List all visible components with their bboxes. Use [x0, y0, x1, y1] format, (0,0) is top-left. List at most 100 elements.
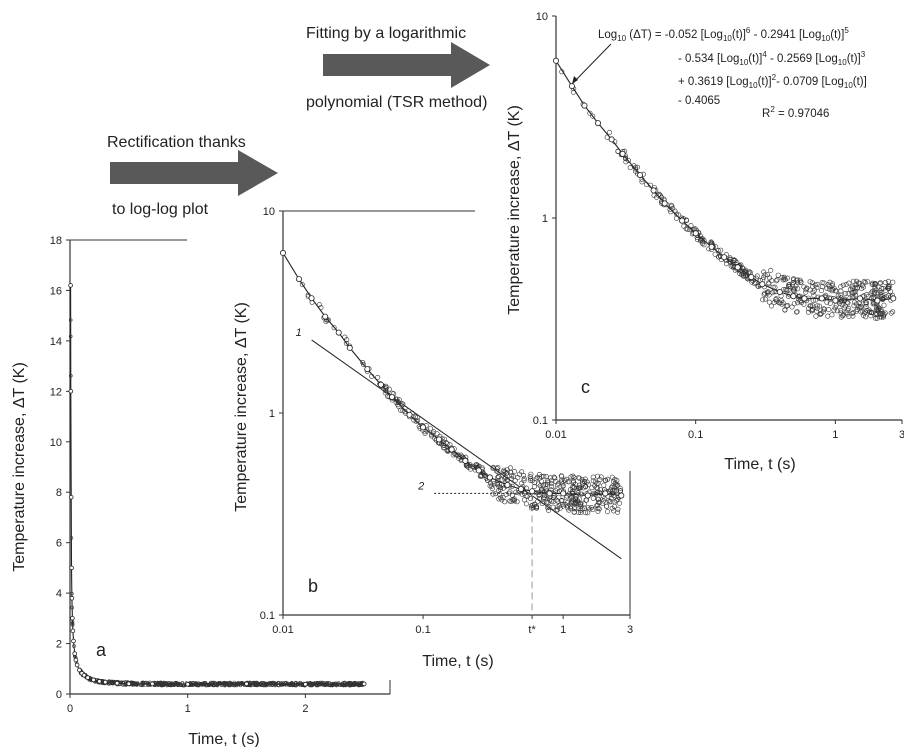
panel-c-sample-point — [838, 288, 844, 294]
panel-a-sample-point — [291, 682, 295, 686]
panel-a-sample-point — [69, 373, 73, 378]
panel-a-sample-point — [159, 683, 164, 688]
panel-a-sample-point — [358, 681, 362, 686]
panel-a-data-point — [72, 651, 77, 656]
panel-b-sample-point — [490, 478, 496, 484]
panel-b-sample-point — [579, 506, 585, 512]
panel-b-sample-point — [397, 407, 403, 413]
panel-c-sample-point — [803, 289, 809, 295]
panel-b-sample-point — [595, 499, 601, 505]
panel-a-sample-point — [189, 681, 194, 685]
panel-c-sample-point — [814, 303, 820, 309]
panel-c-sample-point — [881, 313, 887, 319]
panel-c-sample-point — [807, 279, 813, 285]
panel-c-sample-point — [858, 303, 864, 309]
panel-c-sample-point — [604, 134, 610, 140]
panel-c-sample-point — [813, 297, 819, 303]
panel-b-sample-point — [507, 489, 513, 495]
panel-b-data-point — [546, 490, 553, 497]
panel-a-sample-point — [111, 679, 116, 684]
panel-b-sample-point — [579, 491, 585, 497]
panel-a-sample-point — [134, 682, 138, 687]
panel-b-data-point — [364, 366, 371, 373]
r-squared: R2 = 0.97046 — [762, 105, 829, 120]
panel-c-sample-point — [773, 278, 779, 284]
panel-c-sample-point — [842, 290, 848, 296]
panel-c-sample-point — [825, 313, 831, 319]
panel-b-sample-point — [575, 490, 581, 496]
panel-b-sample-point — [566, 491, 572, 497]
panel-b-sample-point — [536, 492, 542, 498]
panel-b-sample-point — [325, 317, 331, 323]
panel-b-sample-point — [531, 484, 537, 490]
panel-c-sample-point — [852, 285, 858, 291]
equation-line-2: - 0.534 [Log10(t)]4 - 0.2569 [Log10(t)]3 — [678, 50, 866, 67]
panel-c-sample-point — [731, 257, 737, 263]
panel-c-sample-point — [687, 227, 693, 233]
panel-c-data-point — [832, 297, 839, 304]
panel-c-sample-point — [869, 281, 875, 287]
panel-b-sample-point — [536, 495, 542, 501]
panel-c-sample-point — [809, 283, 815, 289]
panel-b-sample-point — [557, 505, 563, 511]
panel-c-sample-point — [712, 251, 718, 257]
panel-c-sample-point — [842, 303, 848, 309]
panel-c-sample-point — [701, 242, 707, 248]
panel-b-sample-point — [412, 414, 418, 420]
panel-c-sample-point — [785, 302, 791, 308]
panel-c-sample-point — [633, 169, 639, 175]
panel-a-data-point — [68, 494, 74, 500]
panel-b-sample-point — [545, 479, 551, 485]
panel-b-sample-point — [589, 485, 595, 491]
panel-b-sample-point — [610, 487, 616, 493]
panel-c-sample-point — [790, 287, 796, 293]
panel-a-sample-point — [218, 681, 222, 686]
panel-b-data-point — [462, 457, 469, 464]
panel-c-x-tick-label: 0.01 — [545, 429, 566, 441]
panel-c-sample-point — [854, 278, 860, 284]
panel-b-sample-point — [579, 479, 585, 485]
panel-a-sample-point — [236, 680, 241, 685]
panel-b-data-point — [584, 492, 591, 499]
equation-line-4: - 0.4065 — [678, 95, 720, 107]
panel-c-sample-point — [861, 310, 867, 316]
panel-a-sample-point — [262, 680, 266, 685]
panel-b-sample-point — [458, 452, 464, 458]
panel-b-sample-point — [467, 462, 473, 468]
panel-c-data-point — [595, 120, 602, 127]
panel-b-sample-point — [360, 359, 366, 365]
panel-b-sample-point — [512, 477, 518, 483]
panel-a-sample-point — [70, 605, 74, 610]
panel-c-sample-point — [787, 283, 793, 289]
panel-c-sample-point — [807, 287, 813, 293]
panel-c-sample-point — [634, 164, 640, 170]
panel-a-sample-point — [333, 681, 337, 686]
panel-c-sample-point — [881, 302, 887, 308]
panel-c-sample-point — [845, 291, 851, 297]
panel-c-sample-point — [873, 307, 879, 313]
panel-b-sample-point — [375, 374, 381, 380]
panel-c-sample-point — [829, 312, 835, 318]
panel-b-sample-point — [496, 473, 502, 479]
panel-a-sample-point — [309, 681, 314, 686]
panel-b-sample-point — [343, 340, 349, 346]
panel-a-sample-point — [298, 683, 303, 687]
panel-b-sample-point — [444, 441, 450, 447]
panel-c-x-tick-label: 1 — [832, 429, 838, 441]
panel-b-sample-point — [566, 507, 572, 513]
panel-b-sample-point — [331, 325, 337, 331]
panel-a-sample-point — [260, 683, 265, 687]
panel-c-sample-point — [798, 279, 804, 285]
panel-c-sample-point — [877, 280, 883, 286]
panel-c-sample-point — [832, 288, 838, 294]
panel-c-sample-point — [789, 304, 795, 310]
panel-c-sample-point — [813, 313, 819, 319]
panel-b-sample-point — [344, 337, 350, 343]
panel-c-sample-point — [814, 305, 820, 311]
panel-c-sample-point — [829, 283, 835, 289]
panel-b-sample-point — [382, 390, 388, 396]
panel-c-sample-point — [801, 284, 807, 290]
panel-b-sample-point — [528, 505, 534, 511]
